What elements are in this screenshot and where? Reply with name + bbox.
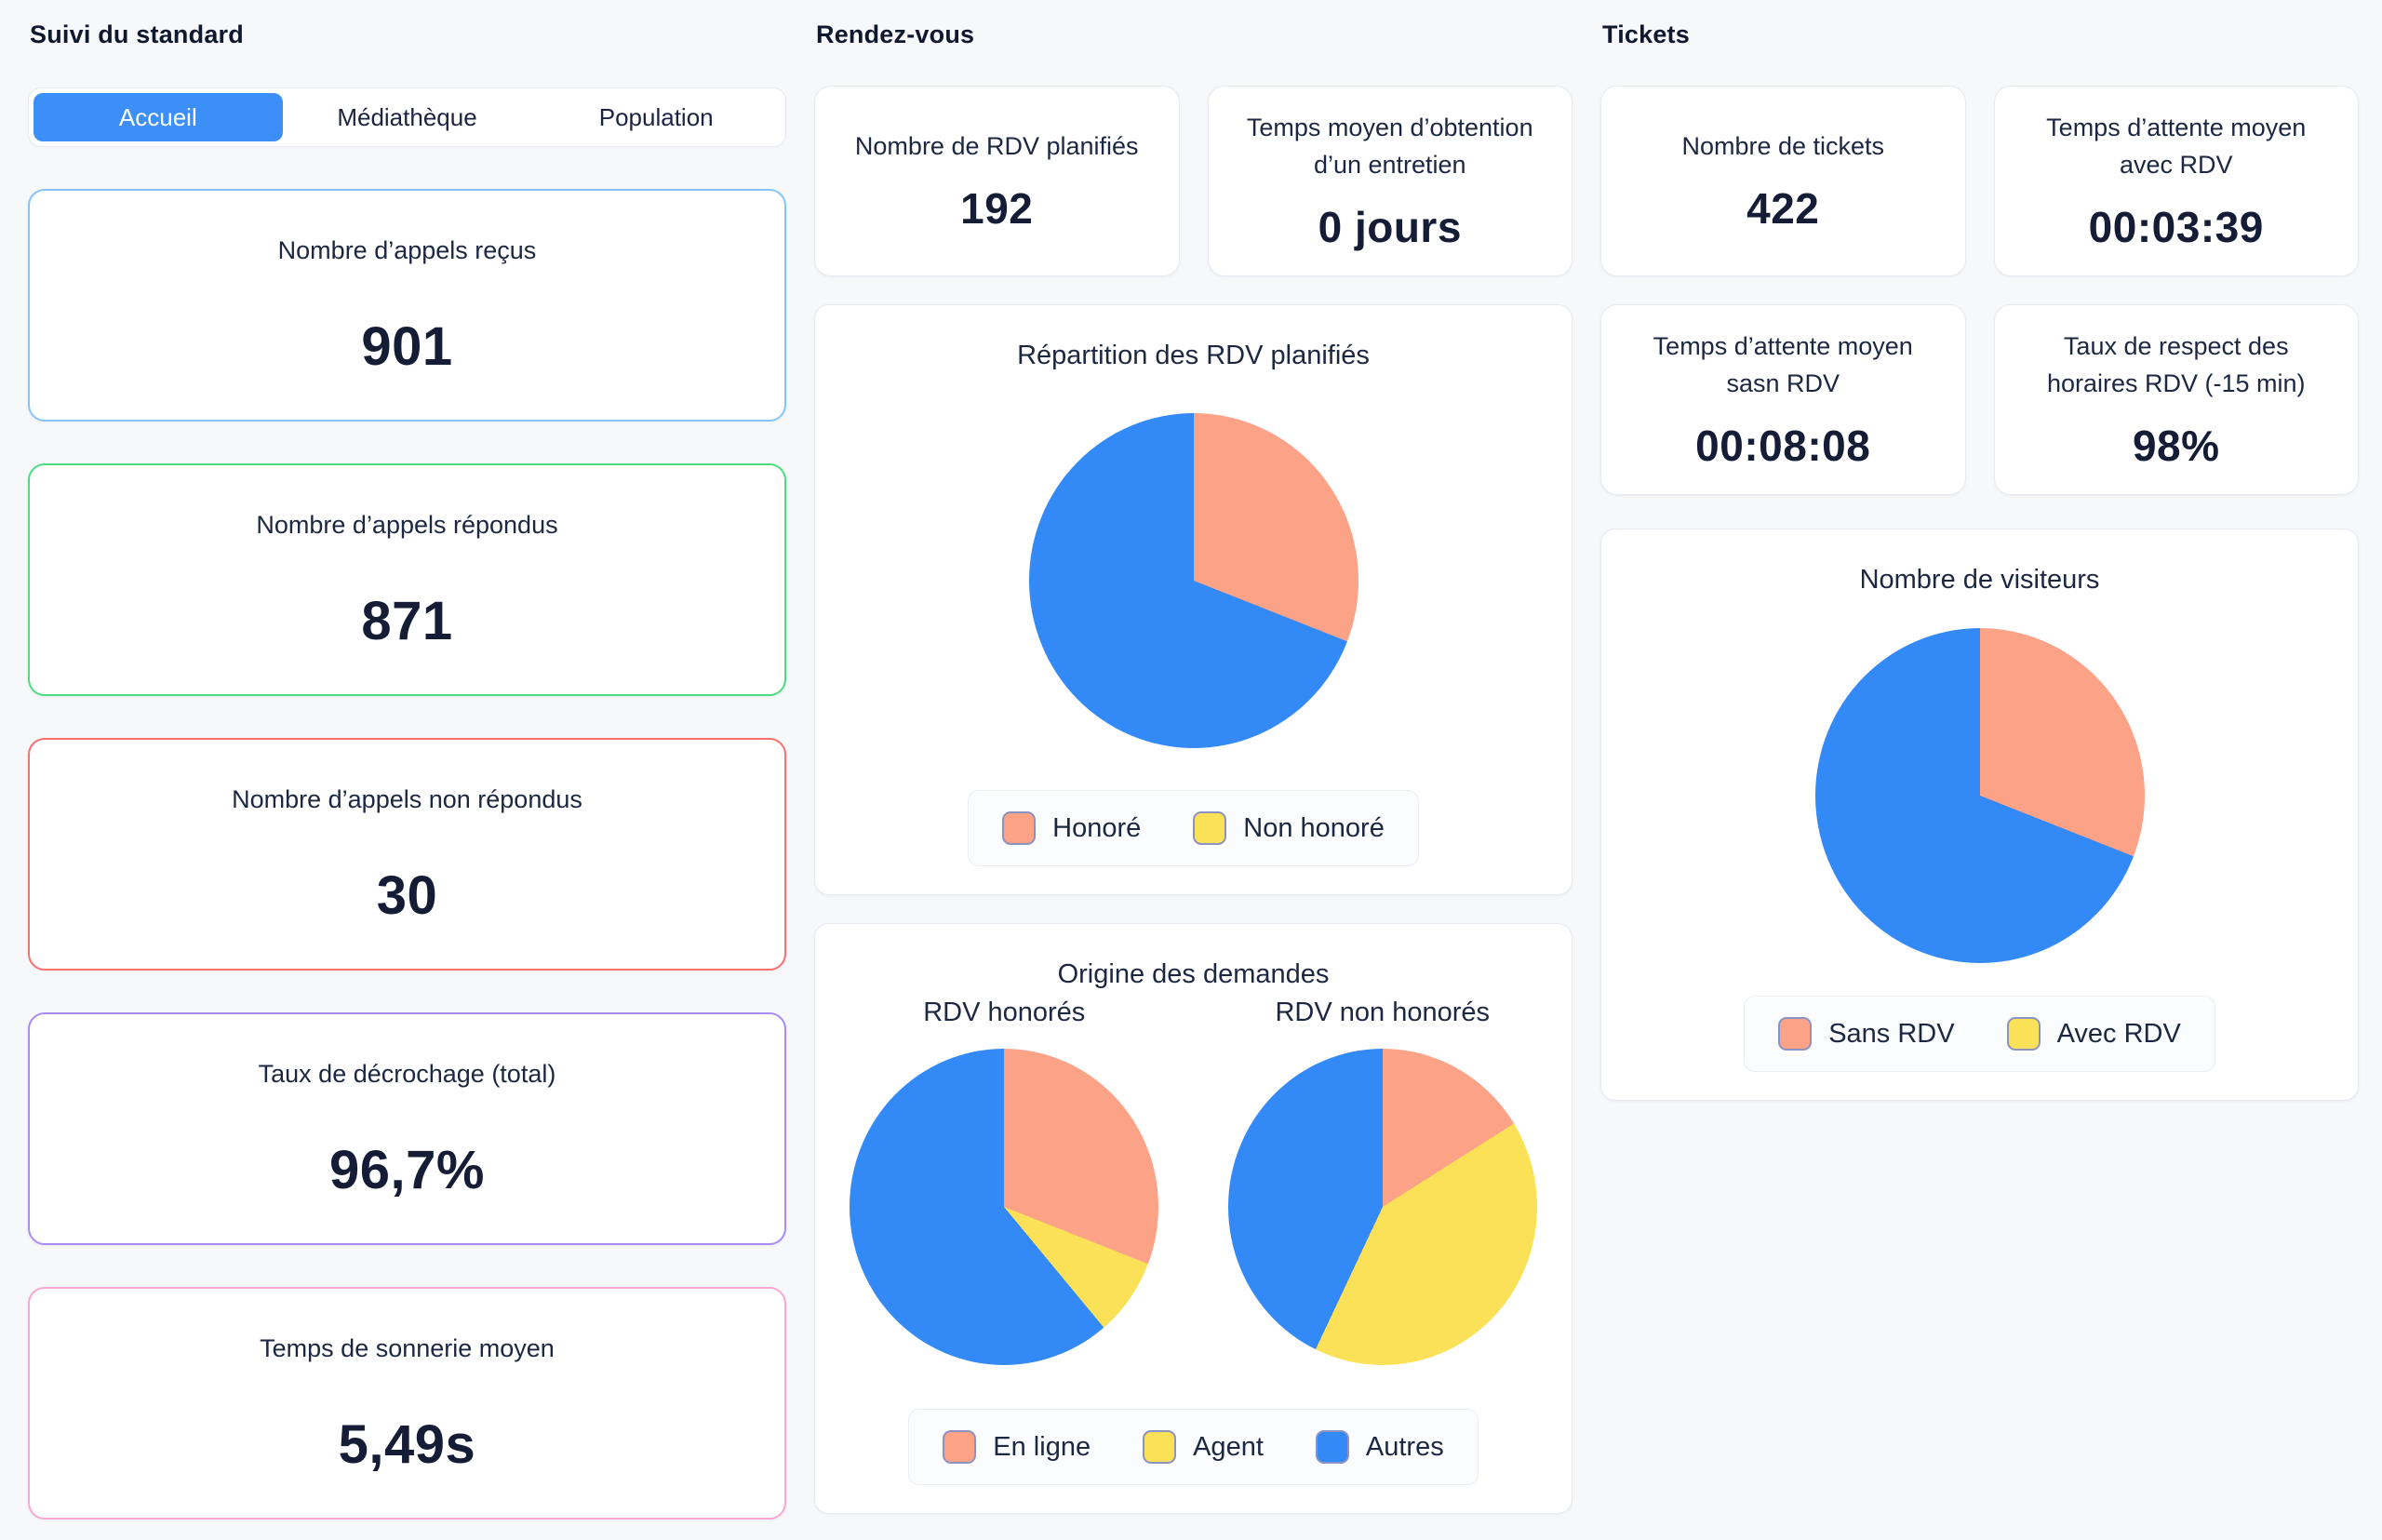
card-value: 96,7%: [329, 1140, 485, 1201]
section-title-tickets: Tickets: [1602, 20, 1690, 48]
section-standard: Suivi du standard Accueil Médiathèque Po…: [28, 20, 786, 1520]
legend: Sans RDV Avec RDV: [1744, 996, 2215, 1072]
card-value: 422: [1746, 184, 1820, 234]
legend-label: Non honoré: [1243, 812, 1385, 843]
rendezvous-stat-row: Nombre de RDV planifiés 192 Temps moyen …: [814, 86, 1572, 276]
section-tickets: Tickets Nombre de tickets 422 Temps d’at…: [1600, 20, 2359, 1520]
card-value: 192: [960, 184, 1034, 234]
legend-item-agent[interactable]: Agent: [1143, 1430, 1264, 1464]
chart-title: Nombre de visiteurs: [1859, 565, 2100, 595]
pie-wrap: [815, 371, 1572, 790]
legend-item-non-honore[interactable]: Non honoré: [1193, 811, 1385, 845]
section-title-standard: Suivi du standard: [30, 20, 244, 48]
pie-group-rdv-honores: RDV honorés: [815, 990, 1194, 1409]
card-title: Nombre de tickets: [1681, 131, 1885, 160]
chart-title: Répartition des RDV planifiés: [1017, 341, 1370, 370]
legend-label: Sans RDV: [1828, 1018, 1955, 1049]
card-value: 00:08:08: [1695, 421, 1871, 470]
card-title: Taux de décrochage (total): [258, 1059, 556, 1088]
legend-chip-sans-rdv: [1778, 1017, 1813, 1051]
card-value: 98%: [2132, 421, 2220, 470]
chart-card-visiteurs: Nombre de visiteurs Sans RDV Avec RDV: [1600, 529, 2359, 1101]
legend: En ligne Agent Autres: [908, 1409, 1479, 1485]
card-title: Temps de sonnerie moyen: [260, 1333, 555, 1362]
legend-item-en-ligne[interactable]: En ligne: [943, 1430, 1091, 1464]
legend-label: Avec RDV: [2056, 1018, 2181, 1049]
card-value: 00:03:39: [2088, 202, 2264, 251]
card-value: 30: [376, 865, 438, 927]
tab-mediatheque[interactable]: Médiathèque: [337, 102, 477, 131]
card-value: 901: [361, 316, 453, 378]
legend-item-honore[interactable]: Honoré: [1002, 811, 1141, 845]
legend-chip-avec-rdv: [2006, 1017, 2041, 1051]
tickets-stat-row-2: Temps d’attente moyen sasn RDV 00:08:08 …: [1600, 304, 2359, 495]
card-temps-sonnerie: Temps de sonnerie moyen 5,49s: [28, 1287, 786, 1520]
pie-chart-visiteurs[interactable]: [1814, 628, 2145, 963]
card-taux-decrochage: Taux de décrochage (total) 96,7%: [28, 1012, 786, 1245]
legend-item-autres[interactable]: Autres: [1315, 1430, 1444, 1464]
legend-item-sans-rdv[interactable]: Sans RDV: [1778, 1017, 1955, 1051]
pie-chart-repartition-rdv[interactable]: [1028, 413, 1358, 748]
pie-chart-rdv-honores[interactable]: [850, 1049, 1159, 1365]
legend: Honoré Non honoré: [968, 790, 1419, 866]
card-nombre-tickets: Nombre de tickets 422: [1600, 86, 1966, 276]
pie-subtitle: RDV non honorés: [1275, 998, 1491, 1027]
section-title-rendezvous: Rendez-vous: [816, 20, 975, 48]
card-value: 871: [361, 591, 453, 652]
card-title: Taux de respect des horaires RDV (-15 mi…: [2046, 332, 2306, 397]
card-appels-recus: Nombre d’appels reçus 901: [28, 189, 786, 422]
legend-label: En ligne: [993, 1431, 1091, 1462]
legend-chip-autres: [1315, 1430, 1349, 1464]
card-value: 5,49s: [338, 1414, 476, 1476]
card-title: Nombre de RDV planifiés: [854, 131, 1139, 160]
legend-label: Agent: [1193, 1431, 1264, 1462]
card-title: Nombre d’appels reçus: [277, 235, 537, 264]
card-rdv-planifies: Nombre de RDV planifiés 192: [814, 86, 1180, 276]
legend-item-avec-rdv[interactable]: Avec RDV: [2006, 1017, 2181, 1051]
card-attente-sans-rdv: Temps d’attente moyen sasn RDV 00:08:08: [1600, 304, 1966, 495]
card-title: Nombre d’appels non répondus: [232, 784, 582, 813]
pie-chart-rdv-non-honores[interactable]: [1227, 1049, 1537, 1365]
legend-label: Honoré: [1052, 812, 1142, 843]
legend-chip-non-honore: [1193, 811, 1227, 845]
pie-group-rdv-non-honores: RDV non honorés: [1194, 990, 1572, 1409]
tab-bar: Accueil Médiathèque Population: [28, 87, 786, 147]
tickets-stat-row-1: Nombre de tickets 422 Temps d’attente mo…: [1600, 86, 2359, 276]
card-temps-obtention: Temps moyen d’obtention d’un entretien 0…: [1207, 86, 1572, 276]
card-title: Temps d’attente moyen avec RDV: [2046, 114, 2307, 179]
section-rendezvous: Rendez-vous Nombre de RDV planifiés 192 …: [814, 20, 1572, 1520]
card-respect-horaires: Taux de respect des horaires RDV (-15 mi…: [1993, 304, 2359, 495]
card-value: 0 jours: [1318, 202, 1462, 251]
card-attente-avec-rdv: Temps d’attente moyen avec RDV 00:03:39: [1993, 86, 2359, 276]
card-title: Temps d’attente moyen sasn RDV: [1653, 332, 1913, 397]
legend-label: Autres: [1365, 1431, 1444, 1462]
chart-title: Origine des demandes: [1057, 959, 1330, 989]
legend-chip-en-ligne: [943, 1430, 977, 1464]
legend-chip-honore: [1002, 811, 1037, 845]
pie-wrap: [1601, 596, 2358, 996]
card-title: Nombre d’appels répondus: [256, 510, 558, 539]
tab-accueil[interactable]: Accueil: [33, 93, 283, 141]
tab-population[interactable]: Population: [598, 102, 714, 131]
chart-card-repartition-rdv: Répartition des RDV planifiés Honoré Non…: [814, 304, 1572, 895]
card-title: Temps moyen d’obtention d’un entretien: [1246, 114, 1533, 179]
pie-duo: RDV honorés RDV non honorés: [815, 990, 1572, 1409]
chart-card-origine-demandes: Origine des demandes RDV honorés RDV non…: [814, 923, 1572, 1514]
pie-subtitle: RDV honorés: [923, 998, 1086, 1027]
legend-chip-agent: [1143, 1430, 1177, 1464]
card-appels-repondus: Nombre d’appels répondus 871: [28, 463, 786, 696]
card-appels-non-repondus: Nombre d’appels non répondus 30: [28, 738, 786, 971]
